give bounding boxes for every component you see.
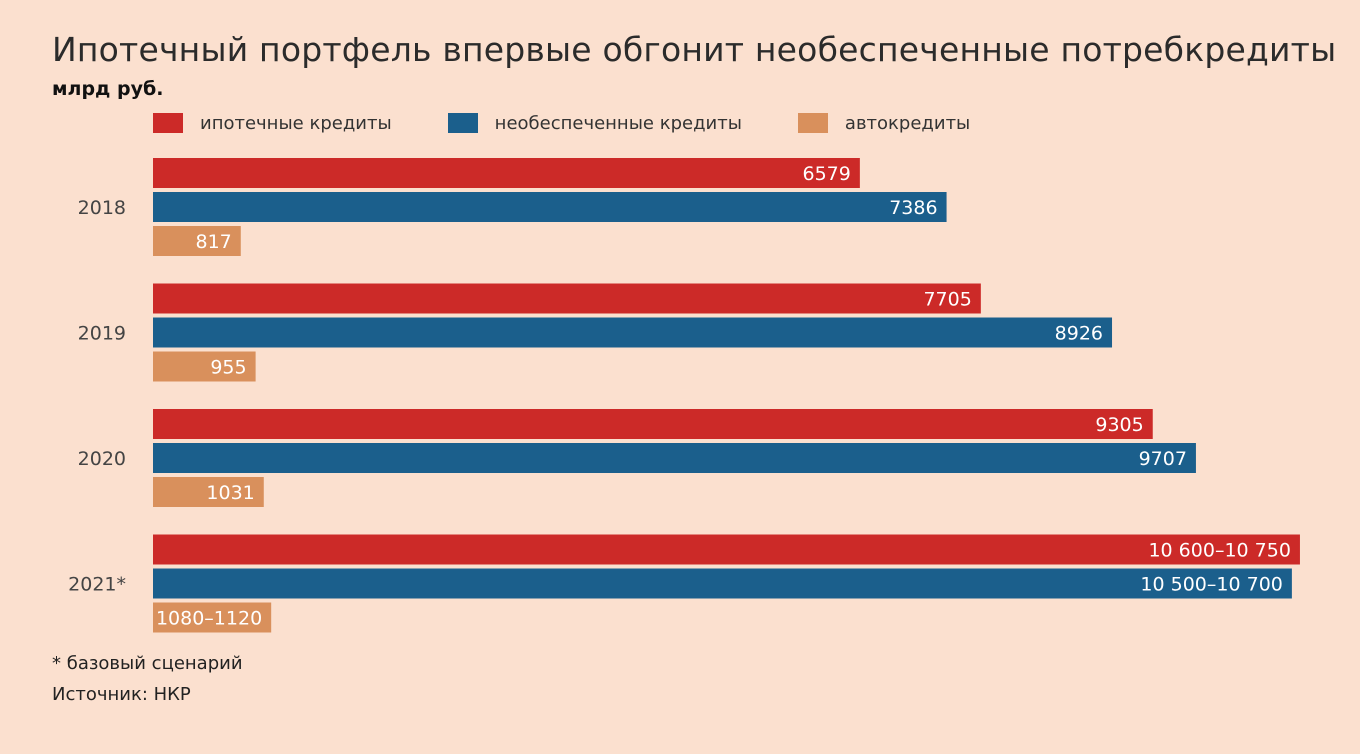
source-note: Источник: НКР [52,684,191,705]
bar-auto-1 [153,351,256,382]
bar-mortgage-0 [153,158,860,188]
data-label-auto-2: 1031 [206,482,254,504]
data-label-auto-0: 817 [196,231,232,253]
legend: ипотечные кредиты необеспеченные кредиты… [153,110,1026,136]
legend-label-auto: автокредиты [844,112,971,134]
footnote: * базовый сценарий [52,653,243,674]
data-label-auto-1: 955 [210,357,246,379]
legend-label-mortgage: ипотечные кредиты [200,112,392,134]
bar-auto-3 [153,602,272,633]
data-label-unsecured-1: 8926 [1055,323,1103,345]
legend-swatch-mortgage [153,113,183,133]
category-label-1: 2019 [78,323,126,345]
bar-unsecured-0 [153,192,947,222]
data-label-unsecured-0: 7386 [889,197,937,219]
legend-label-unsecured: необеспеченные кредиты [494,112,742,134]
legend-item-mortgage: ипотечные кредиты [153,113,392,134]
data-label-unsecured-3: 10 500–10 700 [1140,574,1282,596]
category-label-2: 2020 [78,448,126,470]
chart-subtitle: млрд руб. [52,78,164,100]
data-label-mortgage-3: 10 600–10 750 [1148,540,1290,562]
bar-unsecured-3 [153,568,1292,599]
data-label-unsecured-2: 9707 [1139,448,1187,470]
data-label-mortgage-2: 9305 [1095,414,1143,436]
category-label-3: 2021* [68,574,126,596]
bar-auto-2 [153,477,264,507]
bar-unsecured-1 [153,317,1113,348]
data-label-mortgage-0: 6579 [803,163,851,185]
bar-unsecured-2 [153,443,1196,473]
chart-title: Ипотечный портфель впервые обгонит необе… [52,30,1337,69]
bar-auto-0 [153,226,241,256]
legend-swatch-unsecured [447,113,478,133]
data-label-auto-3: 1080–1120 [156,608,262,630]
data-label-mortgage-1: 7705 [923,289,971,311]
legend-swatch-auto [797,113,828,133]
category-label-0: 2018 [78,197,126,219]
bar-mortgage-1 [153,283,981,314]
bar-mortgage-2 [153,409,1153,439]
legend-item-auto: автокредиты [797,112,971,134]
legend-item-unsecured: необеспеченные кредиты [447,112,742,134]
bar-mortgage-3 [153,534,1300,565]
